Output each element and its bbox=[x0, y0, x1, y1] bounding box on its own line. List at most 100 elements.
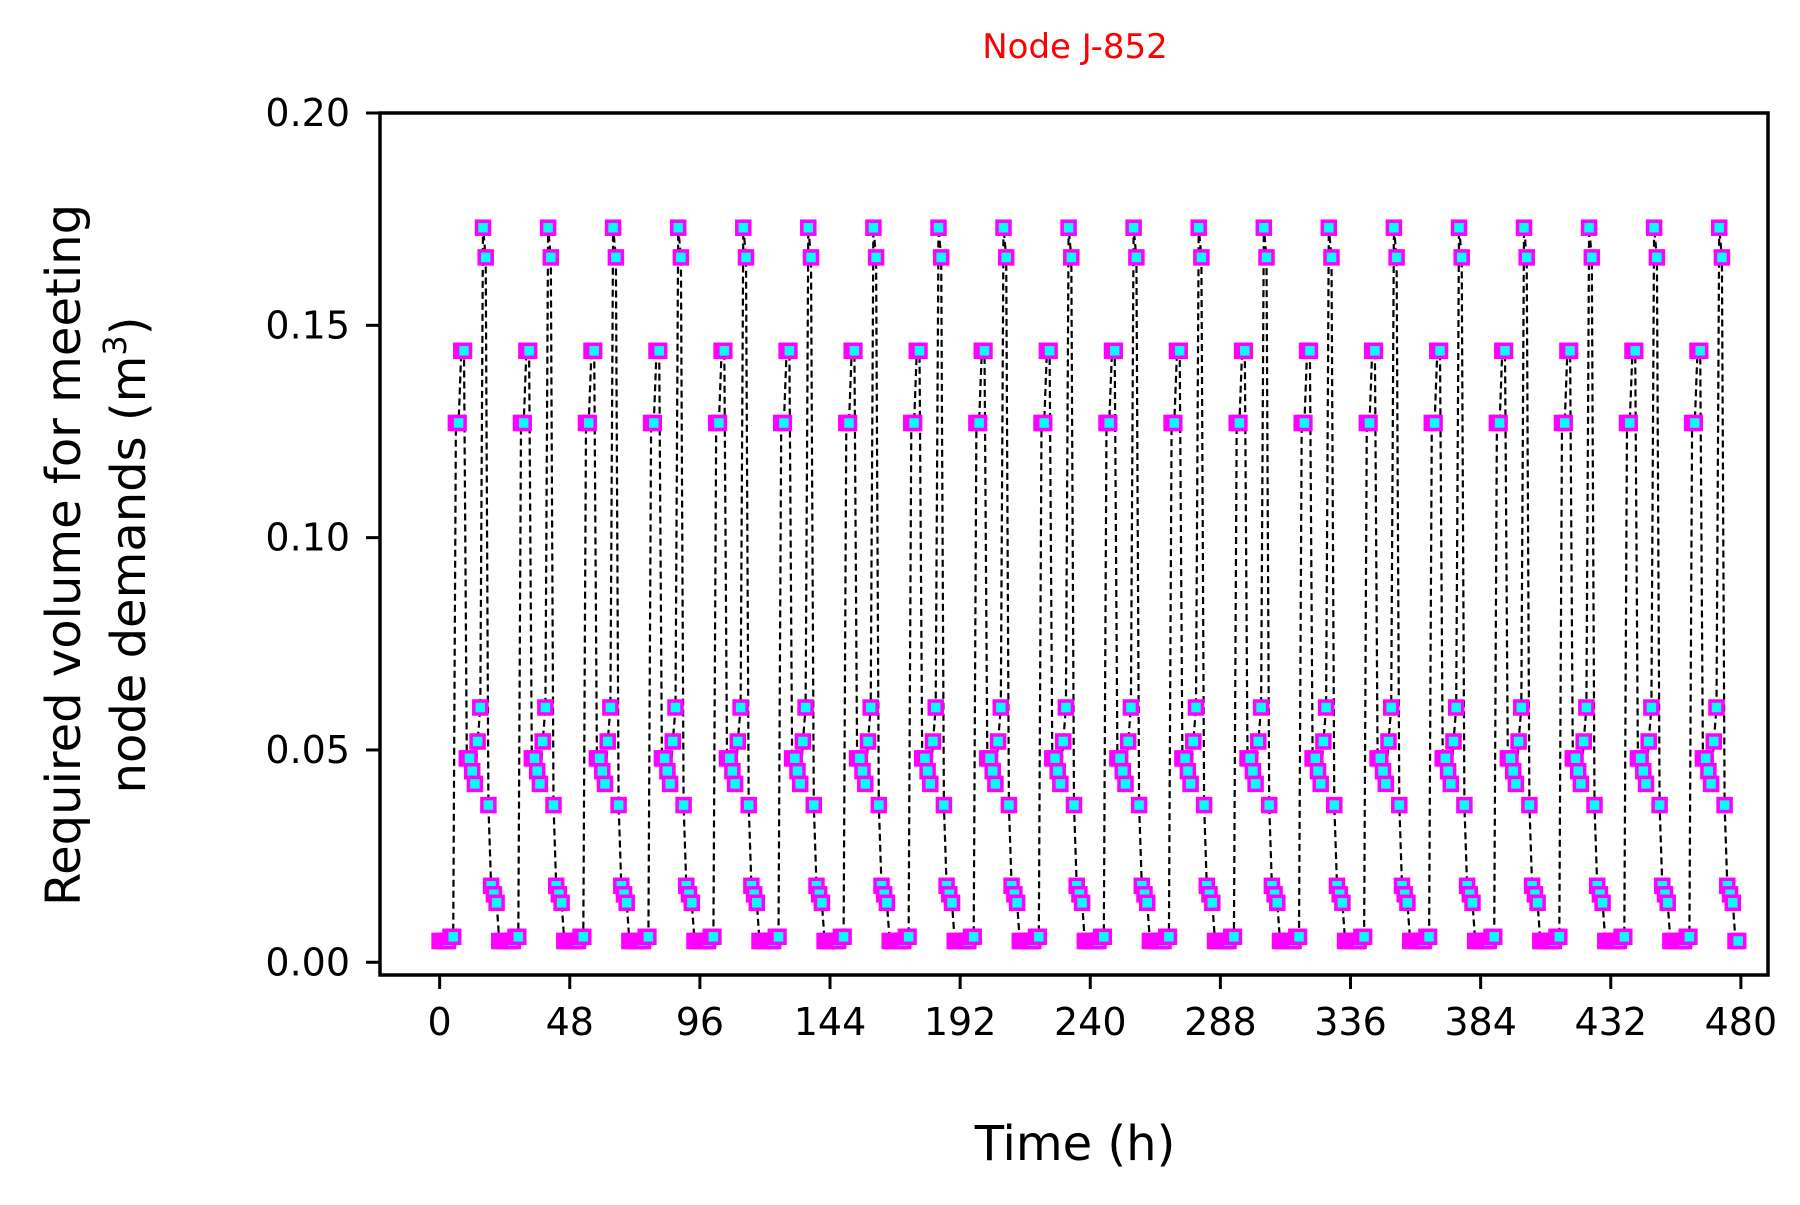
data-point bbox=[610, 796, 627, 814]
data-point bbox=[1236, 342, 1254, 360]
data-point bbox=[997, 249, 1015, 266]
data-point bbox=[1323, 249, 1340, 266]
data-point bbox=[905, 414, 923, 432]
data-point bbox=[1057, 699, 1075, 716]
data-point bbox=[531, 775, 549, 793]
data-point bbox=[1583, 249, 1601, 266]
data-point bbox=[474, 219, 492, 236]
data-point bbox=[781, 342, 798, 360]
data-point bbox=[1128, 249, 1145, 266]
plot-area bbox=[378, 111, 1770, 977]
data-point bbox=[1645, 219, 1663, 236]
data-point bbox=[480, 796, 497, 814]
data-point bbox=[1551, 928, 1568, 946]
y-tick-label: 0.20 bbox=[265, 91, 350, 135]
data-point bbox=[1106, 342, 1123, 360]
data-point bbox=[1426, 414, 1443, 432]
data-point bbox=[472, 699, 489, 716]
data-point bbox=[444, 928, 462, 946]
data-point bbox=[1450, 219, 1468, 236]
data-point bbox=[992, 699, 1010, 716]
data-point bbox=[1399, 894, 1416, 912]
data-point bbox=[1391, 796, 1408, 814]
data-point bbox=[672, 249, 690, 266]
plot-frame bbox=[378, 111, 1770, 977]
data-point bbox=[1442, 775, 1460, 793]
data-point bbox=[1594, 894, 1611, 912]
data-point bbox=[1385, 219, 1403, 236]
data-point bbox=[585, 342, 603, 360]
data-point bbox=[545, 796, 562, 814]
data-point bbox=[1320, 219, 1338, 236]
data-point bbox=[1361, 414, 1378, 432]
data-point bbox=[1616, 928, 1633, 946]
data-point bbox=[1575, 733, 1592, 750]
data-point bbox=[450, 414, 467, 432]
data-point bbox=[976, 342, 993, 360]
data-point bbox=[534, 733, 551, 750]
data-point bbox=[1521, 796, 1538, 814]
data-point bbox=[805, 796, 823, 814]
y-axis-label-line2-suffix: ) bbox=[101, 317, 157, 336]
data-point bbox=[835, 928, 852, 946]
data-point bbox=[510, 928, 527, 946]
data-point bbox=[1729, 932, 1747, 950]
x-tick-label: 480 bbox=[1705, 1000, 1778, 1044]
data-point bbox=[537, 699, 554, 716]
data-point bbox=[911, 342, 928, 360]
data-point bbox=[466, 775, 484, 793]
data-point bbox=[862, 699, 879, 716]
data-point bbox=[1420, 928, 1438, 946]
data-point bbox=[1510, 733, 1527, 750]
data-point bbox=[1171, 342, 1188, 360]
y-axis-label-line1: Required volume for meeting bbox=[36, 204, 92, 906]
data-point bbox=[1117, 775, 1134, 793]
data-point bbox=[515, 414, 532, 432]
data-point bbox=[710, 414, 728, 432]
data-point bbox=[1231, 414, 1248, 432]
data-point bbox=[596, 775, 614, 793]
data-point bbox=[800, 219, 817, 236]
data-point bbox=[1485, 928, 1503, 946]
data-point bbox=[1041, 342, 1058, 360]
data-point bbox=[1456, 796, 1473, 814]
x-tick-label: 336 bbox=[1314, 1000, 1387, 1044]
data-point bbox=[1160, 928, 1178, 946]
data-point bbox=[1073, 894, 1091, 912]
data-point bbox=[650, 342, 668, 360]
data-point bbox=[1431, 342, 1449, 360]
data-point bbox=[1187, 699, 1205, 716]
data-point bbox=[1166, 414, 1183, 432]
x-tick-label: 0 bbox=[428, 1000, 452, 1044]
data-point bbox=[1125, 219, 1142, 236]
data-point bbox=[1491, 414, 1508, 432]
data-point bbox=[1691, 342, 1709, 360]
y-tick-label: 0.10 bbox=[265, 516, 350, 560]
data-point bbox=[1054, 733, 1072, 750]
data-point bbox=[1247, 775, 1264, 793]
data-point bbox=[705, 928, 722, 946]
data-point bbox=[846, 342, 863, 360]
data-point bbox=[669, 219, 687, 236]
x-tick-label: 48 bbox=[546, 1000, 594, 1044]
data-point bbox=[1702, 775, 1720, 793]
data-point bbox=[1380, 733, 1397, 750]
data-point bbox=[1130, 796, 1148, 814]
data-point bbox=[922, 775, 939, 793]
x-tick-label: 96 bbox=[676, 1000, 724, 1044]
series-line bbox=[439, 227, 1739, 943]
data-point bbox=[1464, 894, 1481, 912]
x-tick-label: 384 bbox=[1444, 1000, 1517, 1044]
data-point bbox=[1119, 733, 1137, 750]
data-point bbox=[1561, 342, 1579, 360]
data-point bbox=[1065, 796, 1083, 814]
data-point bbox=[1572, 775, 1590, 793]
data-point bbox=[1315, 733, 1332, 750]
data-point bbox=[1301, 342, 1319, 360]
data-point bbox=[900, 928, 917, 946]
data-point bbox=[469, 733, 486, 750]
data-point bbox=[1681, 928, 1698, 946]
data-point bbox=[1258, 249, 1275, 266]
series-layer bbox=[431, 219, 1747, 950]
data-point bbox=[1496, 342, 1514, 360]
